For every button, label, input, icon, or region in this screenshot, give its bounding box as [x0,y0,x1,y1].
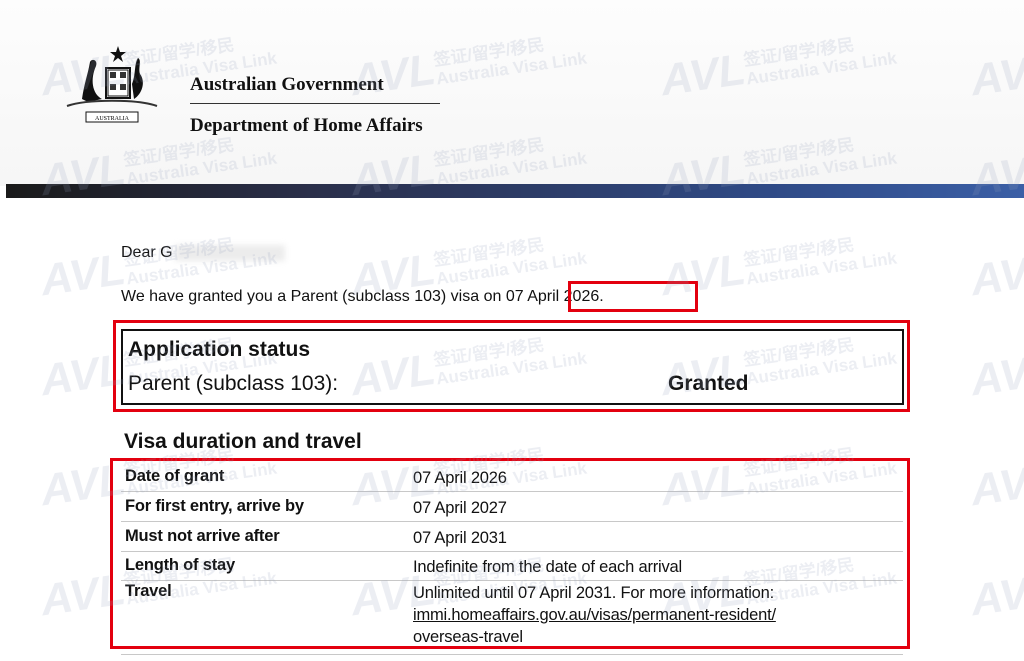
letterhead [0,0,1024,186]
overseas-travel-link[interactable]: immi.homeaffairs.gov.au/visas/permanent-… [413,606,776,624]
table-row: For first entry, arrive by 07 April 2027 [121,492,903,522]
application-status-box: Application status Parent (subclass 103)… [121,329,904,405]
table-row: Must not arrive after 07 April 2031 [121,522,903,552]
status-highlight [113,320,910,412]
coat-of-arms-icon: AUSTRALIA [66,46,158,123]
salutation: Dear G [121,244,285,262]
divider [190,103,440,104]
status-value: Granted [668,372,749,395]
grant-date-highlight [568,281,698,312]
government-name: Australian Government [190,74,384,95]
table-row: Length of stay Indefinite from the date o… [121,551,903,581]
status-title: Application status [128,338,311,361]
grant-sentence: We have granted you a Parent (subclass 1… [121,288,604,305]
visa-label: Parent (subclass 103): [128,372,339,395]
department-name: Department of Home Affairs [190,115,423,136]
table-row: Travel Unlimited until 07 April 2031. Fo… [121,580,903,655]
duration-highlight [110,458,910,649]
duration-title: Visa duration and travel [124,430,362,453]
crest-motto: AUSTRALIA [95,116,130,122]
grant-date: 07 April 2026 [505,288,600,305]
redacted-name [174,244,285,261]
header-bar [6,184,1024,198]
table-row: Date of grant 07 April 2026 [121,462,903,492]
